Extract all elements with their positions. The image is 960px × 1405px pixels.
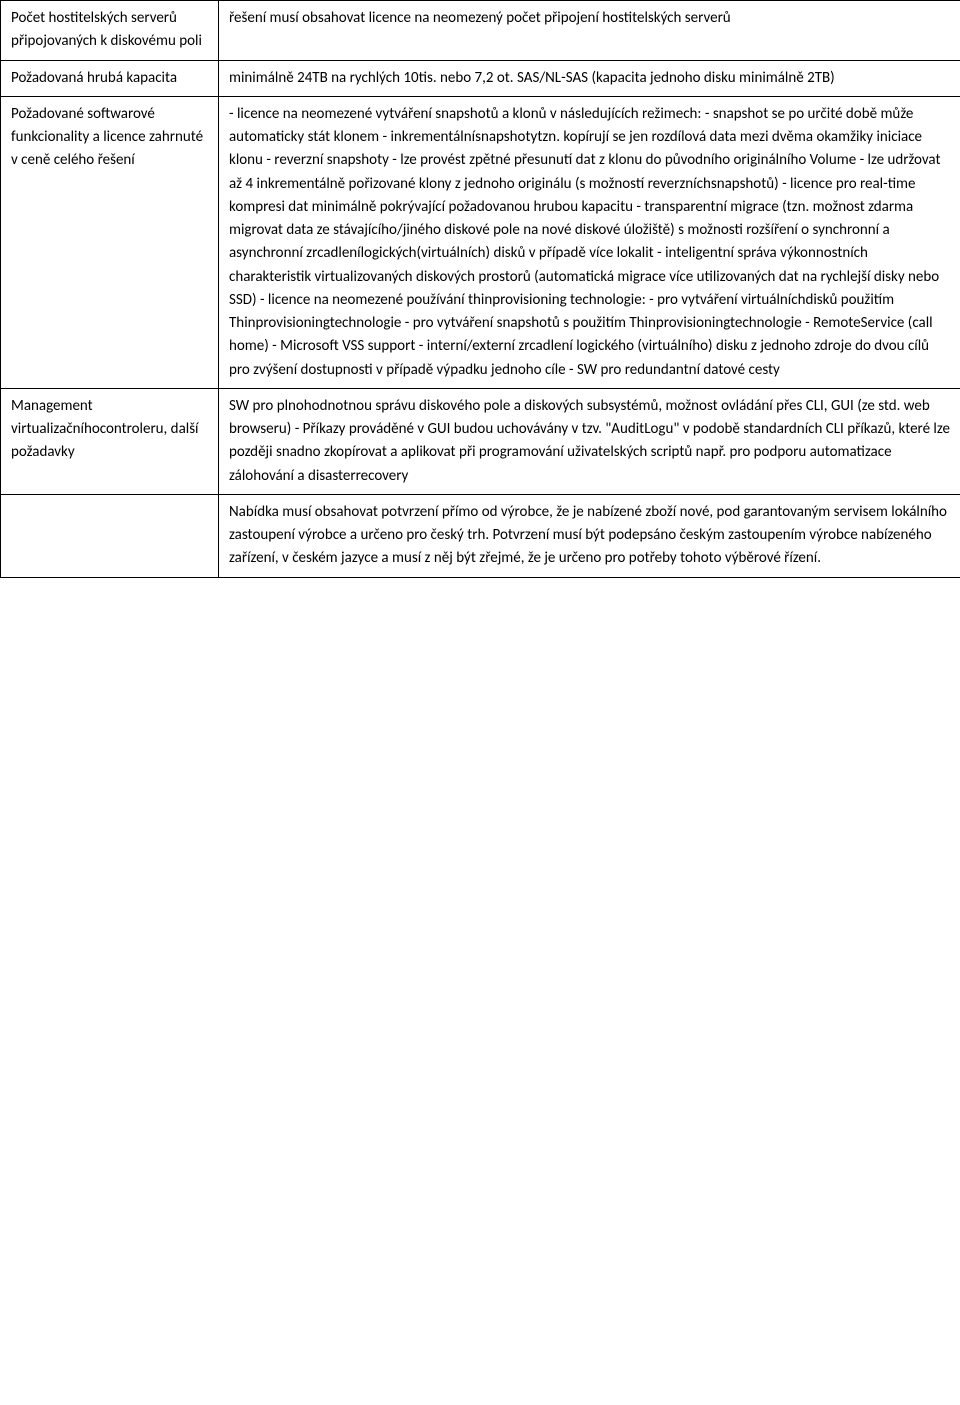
table-row: Požadované softwarové funkcionality a li…: [1, 96, 960, 388]
cell-right: řešení musí obsahovat licence na neomeze…: [219, 1, 960, 61]
cell-left: Management virtualizačníhocontroleru, da…: [1, 388, 219, 494]
table-row: Management virtualizačníhocontroleru, da…: [1, 388, 960, 494]
cell-left: [1, 494, 219, 577]
cell-left: Požadované softwarové funkcionality a li…: [1, 96, 219, 388]
table-row: Požadovaná hrubá kapacita minimálně 24TB…: [1, 60, 960, 96]
cell-right: minimálně 24TB na rychlých 10tis. nebo 7…: [219, 60, 960, 96]
table-row: Počet hostitelských serverů připojovanýc…: [1, 1, 960, 61]
table-row: Nabídka musí obsahovat potvrzení přímo o…: [1, 494, 960, 577]
cell-right: Nabídka musí obsahovat potvrzení přímo o…: [219, 494, 960, 577]
cell-right: - licence na neomezené vytváření snapsho…: [219, 96, 960, 388]
cell-left: Požadovaná hrubá kapacita: [1, 60, 219, 96]
table-body: Počet hostitelských serverů připojovanýc…: [1, 1, 960, 578]
cell-left: Počet hostitelských serverů připojovanýc…: [1, 1, 219, 61]
requirements-table: Počet hostitelských serverů připojovanýc…: [0, 0, 960, 578]
cell-right: SW pro plnohodnotnou správu diskového po…: [219, 388, 960, 494]
